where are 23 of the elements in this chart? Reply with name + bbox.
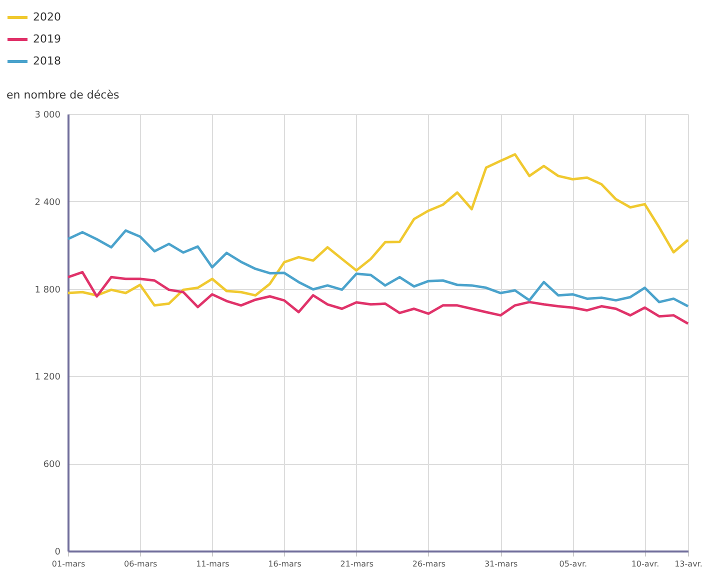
x-tick-label: 05-avr.: [559, 560, 588, 568]
x-tick-label: 16-mars: [268, 560, 302, 568]
legend-label: 2018: [33, 54, 61, 68]
y-axis-title: en nombre de décès: [6, 88, 120, 102]
y-tick-label: 0: [54, 548, 61, 558]
x-tick-label: 26-mars: [412, 560, 446, 568]
x-tick-label: 01-mars: [52, 560, 86, 568]
x-tick-label: 21-mars: [340, 560, 374, 568]
line-series: [66, 270, 690, 325]
line-series: [66, 153, 690, 307]
x-tick-label: 11-mars: [196, 560, 230, 568]
legend-label: 2019: [33, 32, 61, 46]
x-tick-label: 13-avr.: [674, 560, 702, 568]
line-series: [66, 229, 690, 308]
y-tick-label: 600: [43, 460, 61, 470]
x-tick-label: 10-avr.: [631, 560, 660, 568]
x-tick-label: 06-mars: [124, 560, 158, 568]
y-tick-label: 1 800: [34, 285, 61, 296]
y-tick-label: 3 000: [34, 110, 61, 120]
x-tick-label: 31-mars: [484, 560, 518, 568]
y-tick-label: 1 200: [34, 372, 61, 383]
y-tick-label: 2 400: [34, 198, 61, 208]
legend-label: 2020: [33, 10, 61, 24]
